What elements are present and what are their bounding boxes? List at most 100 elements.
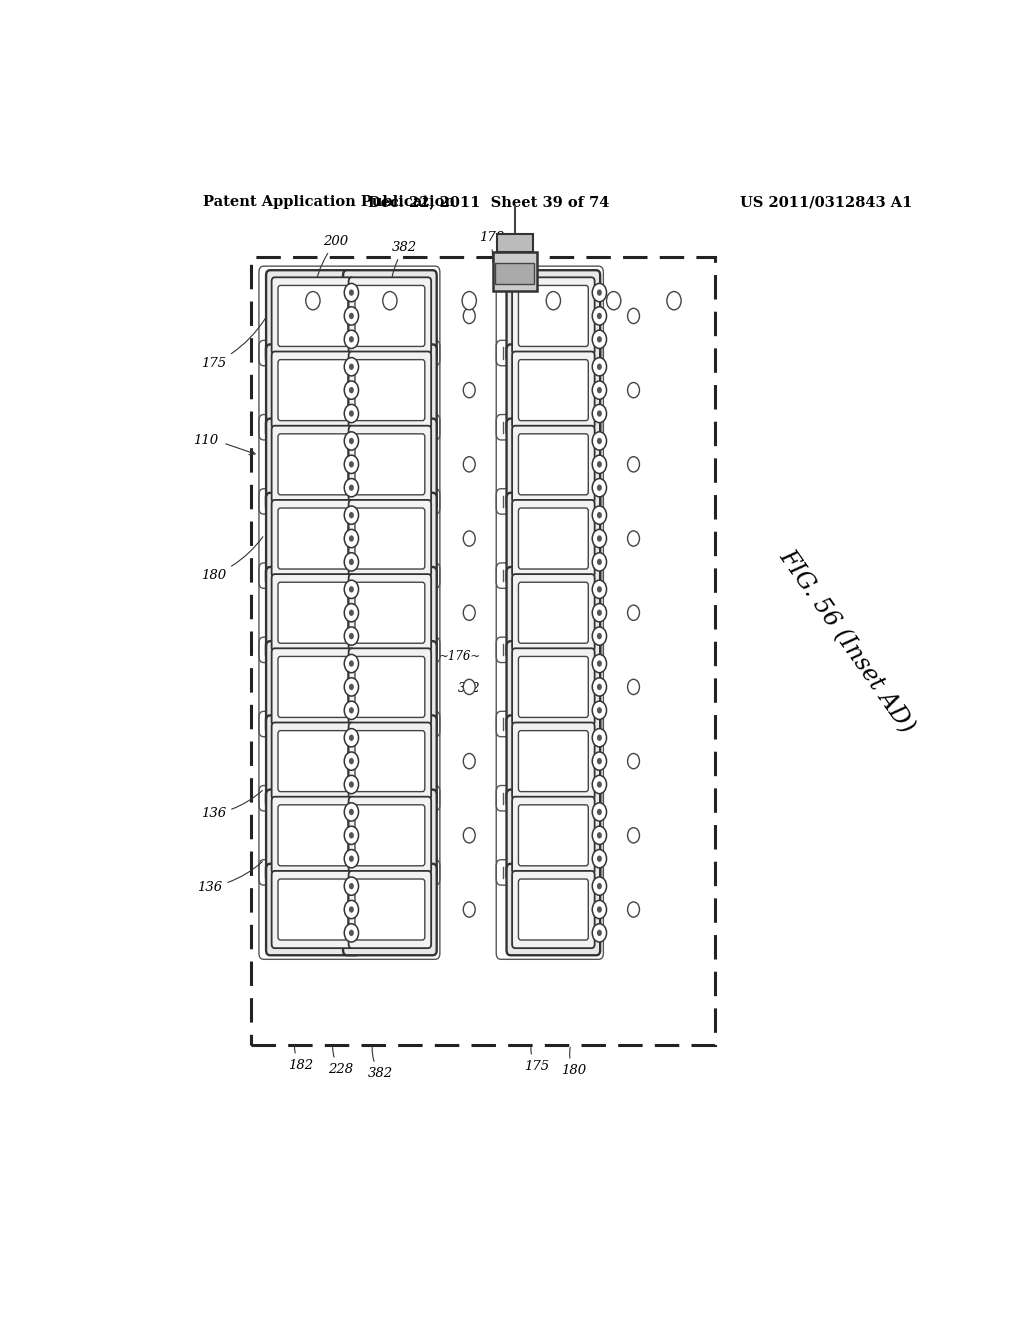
Circle shape bbox=[628, 531, 639, 546]
Text: 175: 175 bbox=[201, 318, 265, 370]
Circle shape bbox=[463, 605, 475, 620]
FancyBboxPatch shape bbox=[343, 345, 436, 436]
Text: 382: 382 bbox=[368, 1048, 393, 1080]
Circle shape bbox=[592, 506, 606, 524]
Circle shape bbox=[349, 411, 354, 417]
Circle shape bbox=[349, 512, 354, 519]
FancyBboxPatch shape bbox=[278, 285, 348, 346]
Text: 180: 180 bbox=[201, 537, 263, 582]
Circle shape bbox=[597, 684, 602, 690]
FancyBboxPatch shape bbox=[518, 285, 588, 346]
Circle shape bbox=[597, 558, 602, 565]
FancyBboxPatch shape bbox=[507, 642, 600, 733]
FancyBboxPatch shape bbox=[271, 797, 354, 874]
Circle shape bbox=[597, 313, 602, 319]
Circle shape bbox=[628, 605, 639, 620]
Circle shape bbox=[592, 655, 606, 673]
FancyBboxPatch shape bbox=[507, 345, 600, 436]
Circle shape bbox=[349, 461, 354, 467]
FancyBboxPatch shape bbox=[507, 492, 600, 585]
FancyBboxPatch shape bbox=[507, 715, 600, 807]
FancyBboxPatch shape bbox=[355, 508, 425, 569]
Circle shape bbox=[597, 512, 602, 519]
Circle shape bbox=[597, 610, 602, 616]
Circle shape bbox=[597, 438, 602, 444]
Circle shape bbox=[349, 558, 354, 565]
Circle shape bbox=[592, 603, 606, 622]
Circle shape bbox=[667, 292, 681, 310]
Circle shape bbox=[597, 809, 602, 816]
FancyBboxPatch shape bbox=[278, 656, 348, 718]
Text: 175: 175 bbox=[524, 1048, 549, 1073]
FancyBboxPatch shape bbox=[507, 568, 600, 659]
Circle shape bbox=[349, 289, 354, 296]
Bar bbox=[251, 257, 715, 1044]
Circle shape bbox=[592, 775, 606, 793]
FancyBboxPatch shape bbox=[355, 582, 425, 643]
Bar bbox=[494, 252, 537, 290]
FancyBboxPatch shape bbox=[348, 648, 431, 726]
Circle shape bbox=[463, 309, 475, 323]
Bar bbox=[497, 234, 532, 252]
Text: Dec. 22, 2011  Sheet 39 of 74: Dec. 22, 2011 Sheet 39 of 74 bbox=[369, 195, 609, 209]
Text: 228: 228 bbox=[328, 1048, 353, 1076]
Circle shape bbox=[592, 850, 606, 867]
Circle shape bbox=[597, 387, 602, 393]
Circle shape bbox=[592, 826, 606, 845]
Circle shape bbox=[344, 404, 358, 422]
Circle shape bbox=[349, 632, 354, 639]
Circle shape bbox=[344, 330, 358, 348]
Circle shape bbox=[597, 586, 602, 593]
Circle shape bbox=[463, 457, 475, 473]
FancyBboxPatch shape bbox=[343, 568, 436, 659]
FancyBboxPatch shape bbox=[355, 805, 425, 866]
Text: 382: 382 bbox=[458, 682, 480, 696]
Circle shape bbox=[592, 455, 606, 474]
Circle shape bbox=[597, 929, 602, 936]
FancyBboxPatch shape bbox=[518, 508, 588, 569]
Circle shape bbox=[349, 855, 354, 862]
Circle shape bbox=[463, 680, 475, 694]
Circle shape bbox=[597, 337, 602, 342]
Circle shape bbox=[597, 907, 602, 912]
FancyBboxPatch shape bbox=[266, 418, 359, 510]
Circle shape bbox=[349, 536, 354, 541]
FancyBboxPatch shape bbox=[278, 731, 348, 792]
Circle shape bbox=[592, 330, 606, 348]
FancyBboxPatch shape bbox=[271, 574, 354, 651]
Circle shape bbox=[349, 781, 354, 788]
Circle shape bbox=[606, 292, 621, 310]
Text: 382: 382 bbox=[390, 242, 417, 296]
Circle shape bbox=[597, 536, 602, 541]
FancyBboxPatch shape bbox=[507, 418, 600, 510]
Circle shape bbox=[597, 289, 602, 296]
FancyBboxPatch shape bbox=[512, 648, 595, 726]
FancyBboxPatch shape bbox=[271, 722, 354, 800]
Circle shape bbox=[628, 828, 639, 843]
Circle shape bbox=[592, 677, 606, 696]
FancyBboxPatch shape bbox=[512, 797, 595, 874]
FancyBboxPatch shape bbox=[512, 426, 595, 503]
FancyBboxPatch shape bbox=[266, 568, 359, 659]
FancyBboxPatch shape bbox=[507, 863, 600, 956]
Circle shape bbox=[306, 292, 321, 310]
FancyBboxPatch shape bbox=[278, 359, 348, 421]
Circle shape bbox=[344, 752, 358, 771]
Circle shape bbox=[628, 457, 639, 473]
Circle shape bbox=[597, 758, 602, 764]
FancyBboxPatch shape bbox=[343, 863, 436, 956]
Circle shape bbox=[597, 411, 602, 417]
FancyBboxPatch shape bbox=[278, 805, 348, 866]
Circle shape bbox=[349, 929, 354, 936]
Circle shape bbox=[462, 292, 476, 310]
Circle shape bbox=[344, 455, 358, 474]
FancyBboxPatch shape bbox=[348, 722, 431, 800]
Text: 110: 110 bbox=[194, 434, 218, 447]
Circle shape bbox=[597, 363, 602, 370]
FancyBboxPatch shape bbox=[355, 359, 425, 421]
Circle shape bbox=[344, 627, 358, 645]
Circle shape bbox=[628, 383, 639, 397]
Circle shape bbox=[592, 924, 606, 942]
FancyBboxPatch shape bbox=[348, 277, 431, 355]
Circle shape bbox=[344, 900, 358, 919]
